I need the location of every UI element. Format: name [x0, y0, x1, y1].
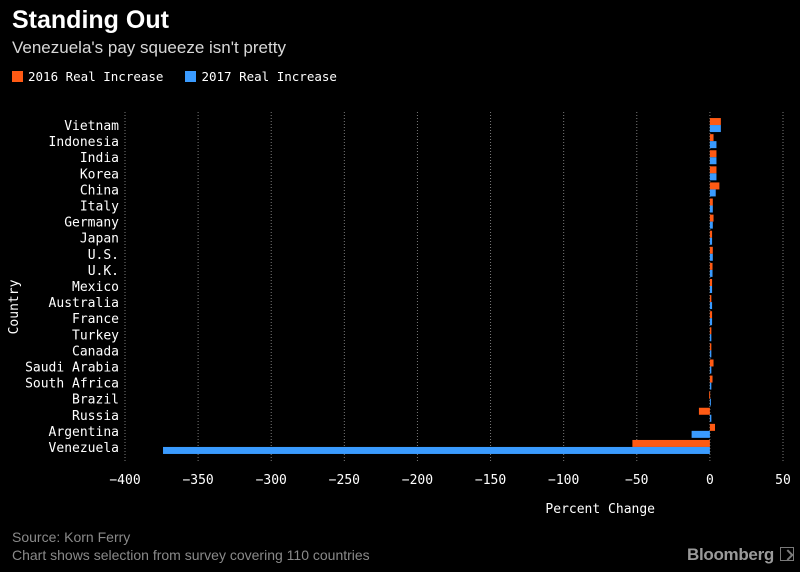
bar-2017: [709, 269, 713, 277]
category-label: Australia: [49, 296, 119, 311]
bar-2016: [698, 407, 710, 415]
category-label: France: [72, 312, 119, 327]
bar-2016: [709, 343, 712, 351]
bar-2017: [709, 398, 711, 406]
bar-2016: [709, 230, 713, 238]
legend-label-2016: 2016 Real Increase: [28, 69, 164, 84]
bar-2017: [709, 318, 713, 326]
legend-item-2016: 2016 Real Increase: [12, 69, 163, 84]
legend: 2016 Real Increase 2017 Real Increase: [12, 69, 359, 84]
source-note: Source: Korn Ferry: [12, 529, 131, 545]
category-label: Venezuela: [49, 441, 119, 456]
x-tick-label: −50: [625, 473, 648, 488]
bar-2017: [691, 430, 710, 438]
x-tick-label: −100: [548, 473, 579, 488]
bar-2016: [632, 439, 710, 447]
bar-2017: [709, 141, 717, 149]
bar-2017: [163, 446, 710, 454]
bar-2016: [709, 214, 714, 222]
bar-2016: [709, 375, 713, 383]
bar-2016: [709, 311, 713, 319]
bar-2016: [709, 182, 720, 190]
bar-2016: [709, 118, 721, 126]
bar-2017: [709, 414, 712, 422]
category-label: South Africa: [25, 377, 119, 392]
bar-2016: [709, 391, 711, 399]
x-tick-label: −200: [402, 473, 433, 488]
category-label: China: [80, 183, 119, 198]
x-tick-label: 0: [706, 473, 714, 488]
category-label: Italy: [80, 200, 119, 215]
bar-2017: [709, 173, 717, 181]
bar-2016: [709, 198, 713, 206]
bar-2016: [709, 423, 716, 431]
bar-2017: [709, 125, 721, 133]
bar-2017: [709, 366, 712, 374]
brand-arrow-icon: [780, 547, 794, 561]
category-label: Japan: [80, 232, 119, 247]
x-tick-label: −300: [256, 473, 287, 488]
bar-2017: [709, 221, 713, 229]
legend-label-2017: 2017 Real Increase: [201, 69, 337, 84]
bar-2017: [709, 334, 712, 342]
category-label: Germany: [64, 216, 119, 231]
bar-2016: [709, 150, 717, 158]
x-tick-label: −350: [182, 473, 213, 488]
bar-2017: [709, 237, 713, 245]
bar-2016: [709, 246, 713, 254]
x-tick-label: −150: [475, 473, 506, 488]
category-label: Turkey: [72, 328, 119, 343]
bar-2016: [709, 166, 717, 174]
category-label: U.S.: [88, 248, 119, 263]
legend-swatch-2017: [185, 71, 197, 82]
bar-2017: [709, 189, 716, 197]
category-label: India: [80, 151, 119, 166]
bar-2017: [709, 302, 713, 310]
x-tick-label: 50: [775, 473, 791, 488]
category-label: Saudi Arabia: [25, 360, 119, 375]
category-label: Indonesia: [49, 135, 119, 150]
bar-2017: [709, 205, 713, 213]
category-label: Russia: [72, 409, 119, 424]
bar-2016: [709, 279, 713, 286]
legend-item-2017: 2017 Real Increase: [185, 69, 337, 84]
bar-2017: [709, 253, 713, 261]
bar-2017: [709, 382, 712, 390]
bar-2016: [709, 134, 714, 142]
x-tick-label: −250: [329, 473, 360, 488]
bar-2016: [709, 262, 713, 270]
category-label: Canada: [72, 344, 119, 359]
category-label: Vietnam: [64, 119, 119, 134]
chart-subtitle: Venezuela's pay squeeze isn't pretty: [12, 38, 286, 57]
bar-2017: [709, 350, 712, 358]
bar-2017: [709, 286, 713, 293]
bar-2017: [709, 157, 717, 165]
bar-2016: [709, 295, 712, 303]
category-label: Argentina: [49, 425, 119, 440]
bar-2016: [709, 359, 714, 367]
x-axis-title: Percent Change: [545, 502, 655, 517]
legend-swatch-2016: [12, 71, 23, 82]
bloomberg-logo: Bloomberg: [686, 545, 774, 564]
chart-title: Standing Out: [12, 6, 169, 34]
chart-footnote: Chart shows selection from survey coveri…: [12, 547, 370, 563]
y-axis-title: Country: [7, 279, 22, 334]
category-label: Mexico: [72, 280, 119, 295]
category-label: U.K.: [88, 264, 119, 279]
category-label: Brazil: [72, 393, 119, 408]
bar-2016: [709, 327, 712, 335]
x-tick-label: −400: [109, 473, 140, 488]
category-label: Korea: [80, 167, 119, 182]
